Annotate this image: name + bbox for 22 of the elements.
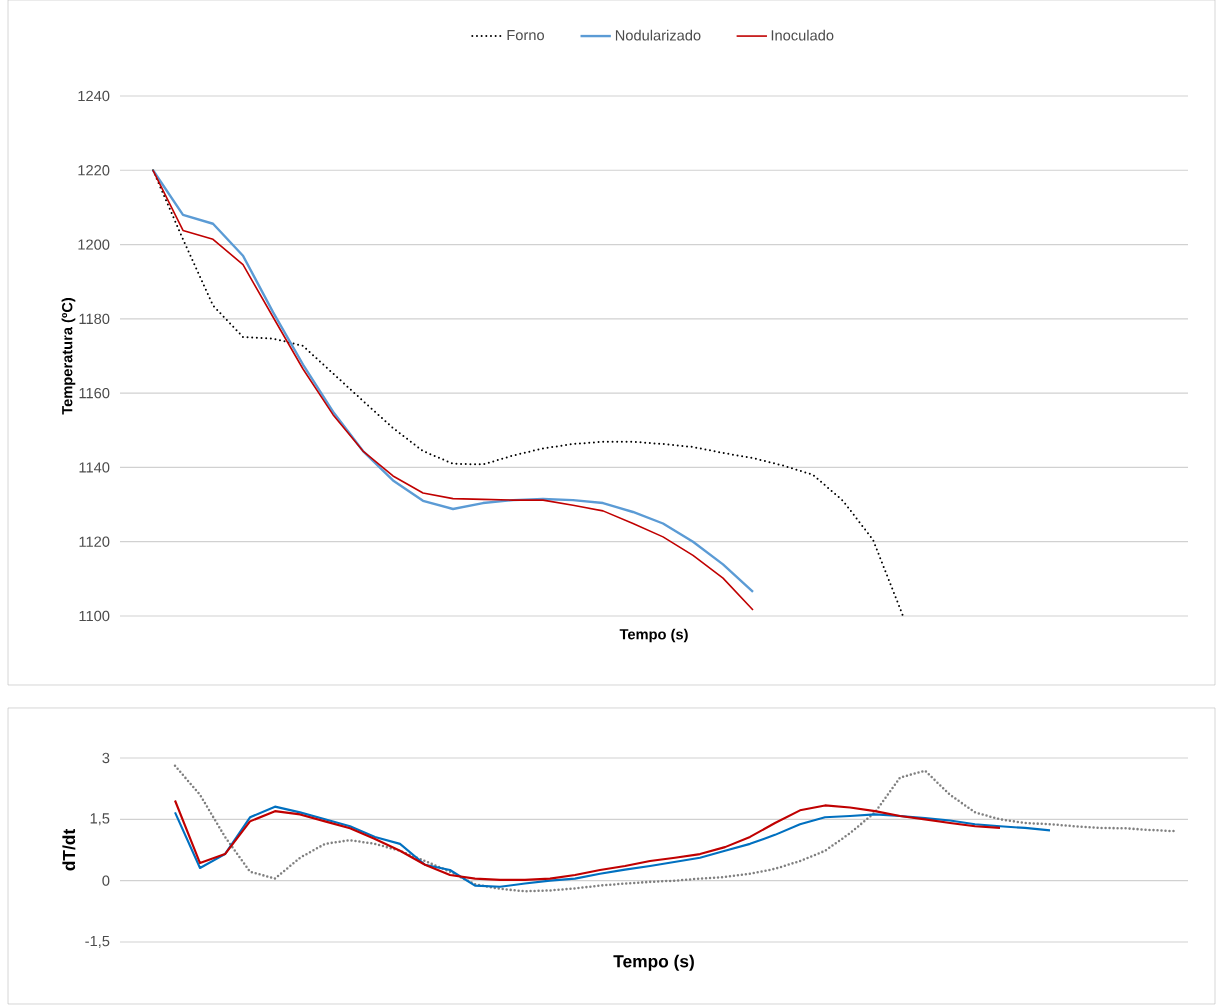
y-tick-label: 1240 (78, 90, 110, 102)
y-tick-label: 1160 (79, 387, 110, 399)
y-tick-label: 1,5 (90, 813, 110, 826)
y-tick-label: 1220 (78, 165, 110, 176)
line-series (173, 764, 1177, 893)
y-axis-title: dT/dt (62, 829, 76, 871)
y-tick-label: 3 (102, 752, 110, 764)
x-axis-title: Tempo (s) (613, 954, 694, 971)
y-tick-label: 0 (102, 875, 110, 886)
y-tick-label: -1,5 (85, 936, 110, 948)
y-tick-label: 1140 (79, 462, 110, 473)
legend-label: Forno (507, 30, 545, 41)
y-tick-label: 1200 (78, 239, 110, 250)
y-tick-label: 1180 (79, 313, 110, 325)
x-axis-title: Tempo (s) (619, 628, 688, 643)
legend-label: Nodularizado (615, 29, 701, 41)
y-tick-label: 1100 (79, 610, 110, 622)
legend-label: Inoculado (771, 29, 834, 41)
line-series (173, 799, 1002, 881)
y-axis-title: Temperatura (ºC) (61, 297, 76, 415)
y-tick-label: 1120 (79, 536, 110, 547)
line-series (152, 169, 905, 617)
